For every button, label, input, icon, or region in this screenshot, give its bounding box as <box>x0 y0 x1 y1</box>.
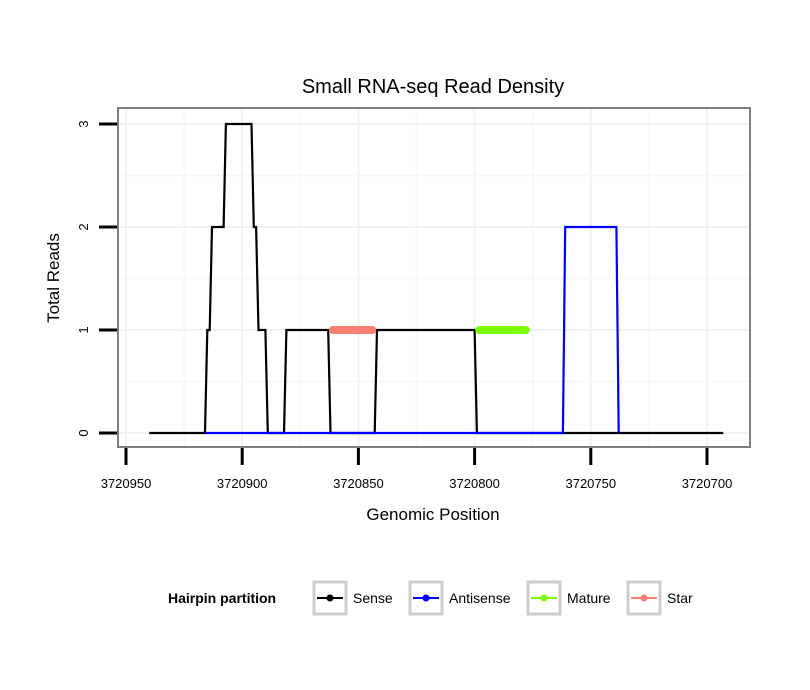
x-axis: 3720950 3720900 3720850 3720800 3720750 37207… <box>101 448 733 491</box>
y-axis-title: Total Reads <box>44 233 63 323</box>
x-tick-label: 3720700 <box>682 476 733 491</box>
x-tick-label: 3720850 <box>333 476 384 491</box>
x-tick-label: 3720800 <box>449 476 500 491</box>
plot-border <box>117 107 751 448</box>
y-tick-label: 1 <box>76 326 91 333</box>
y-tick-label: 3 <box>76 120 91 127</box>
series-line-antisense <box>205 225 620 435</box>
legend-title: Hairpin partition <box>168 590 276 606</box>
x-axis-title: Genomic Position <box>366 505 499 524</box>
legend-label: Sense <box>353 590 393 606</box>
y-tick-label: 0 <box>76 429 91 436</box>
x-tick-label: 3720750 <box>565 476 616 491</box>
legend-key-point <box>540 594 548 602</box>
legend-label: Antisense <box>449 590 511 606</box>
plot-panel <box>118 108 750 447</box>
legend-key-point <box>422 594 430 602</box>
chart-title: Small RNA-seq Read Density <box>302 76 564 98</box>
legend-item-star: Star <box>626 580 693 616</box>
legend-key-point <box>326 594 334 602</box>
y-axis: 0 1 2 3 <box>76 120 117 437</box>
x-tick-label: 3720950 <box>101 476 152 491</box>
legend: Hairpin partition Sense Antisense Mature St… <box>168 580 693 616</box>
legend-label: Mature <box>567 590 611 606</box>
series-line-sense <box>149 122 724 435</box>
legend-label: Star <box>667 590 693 606</box>
legend-item-sense: Sense <box>312 580 393 616</box>
legend-item-antisense: Antisense <box>408 580 511 616</box>
y-tick-label: 2 <box>76 223 91 230</box>
legend-key-point <box>640 594 648 602</box>
series-layer <box>149 122 724 435</box>
x-tick-label: 3720900 <box>217 476 268 491</box>
legend-item-mature: Mature <box>526 580 611 616</box>
